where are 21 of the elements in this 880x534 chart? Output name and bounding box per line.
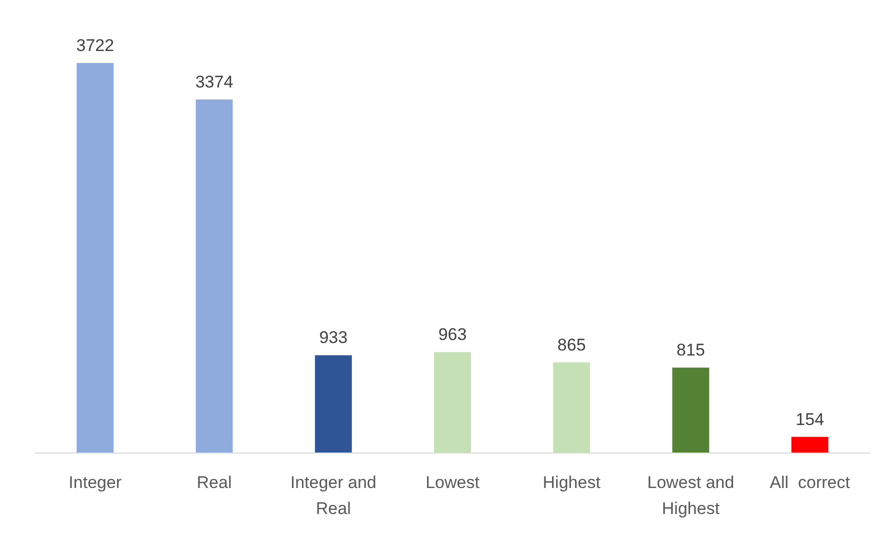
x-tick-label: Highest — [542, 473, 601, 492]
x-tick-label: Integer and Real — [290, 473, 376, 518]
bar — [314, 355, 352, 453]
data-label: 865 — [557, 335, 586, 354]
bar — [434, 352, 471, 453]
bar — [672, 368, 710, 453]
bar — [791, 436, 828, 453]
data-label: 154 — [796, 410, 824, 429]
data-label: 3374 — [195, 72, 234, 92]
x-tick-label: All correct — [770, 473, 850, 492]
data-label: 933 — [319, 328, 348, 348]
data-label: 3722 — [76, 36, 114, 55]
data-label: 963 — [438, 325, 467, 344]
x-tick-label: Integer — [68, 473, 122, 492]
data-label: 815 — [676, 340, 705, 360]
bar — [196, 99, 233, 453]
bar — [76, 63, 114, 453]
x-tick-label: Lowest — [426, 473, 480, 492]
x-tick-label: Lowest and Highest — [647, 473, 734, 518]
x-tick-label: Real — [196, 473, 232, 492]
bar — [553, 362, 590, 453]
